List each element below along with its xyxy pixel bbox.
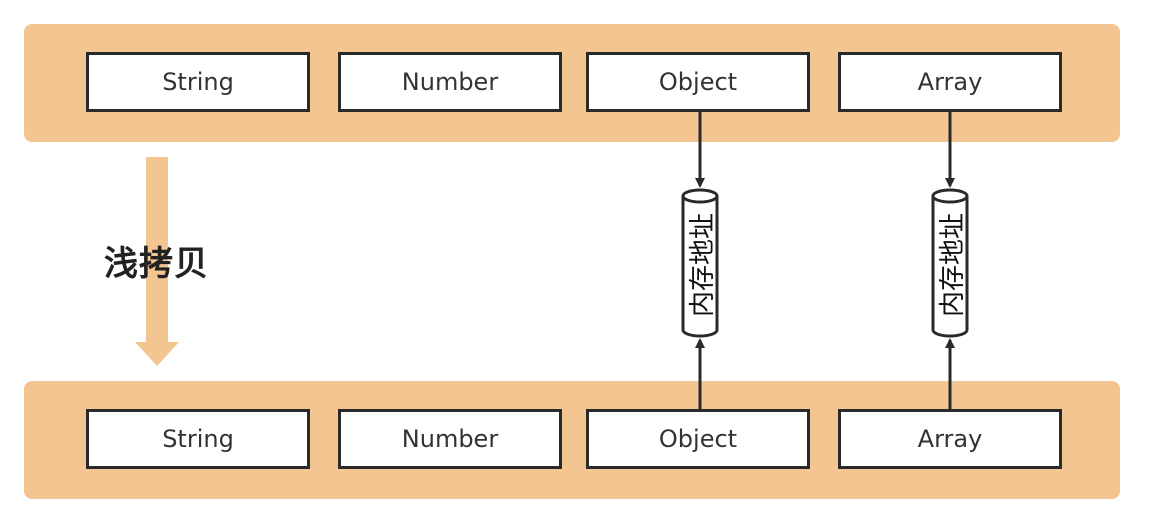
top-string-cell: String	[86, 52, 310, 112]
shallow-copy-label: 浅拷贝	[104, 244, 209, 284]
object-memory-address-label: 内存地址	[687, 213, 718, 318]
bottom-array-cell: Array	[838, 409, 1062, 469]
bottom-string-cell: String	[86, 409, 310, 469]
top-object-cell: Object	[586, 52, 810, 112]
object-memory-cylinder	[681, 188, 719, 338]
bottom-number-cell: Number	[338, 409, 562, 469]
top-number-cell: Number	[338, 52, 562, 112]
shallow-copy-arrow	[135, 157, 179, 366]
array-memory-cylinder	[931, 188, 969, 338]
top-array-cell: Array	[838, 52, 1062, 112]
array-memory-address-label: 内存地址	[937, 213, 968, 318]
bottom-object-cell: Object	[586, 409, 810, 469]
